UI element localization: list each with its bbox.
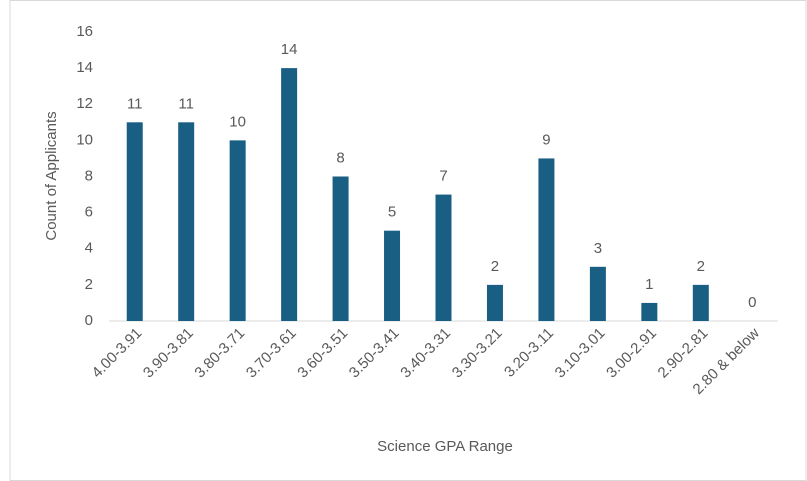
- bar: [178, 122, 195, 321]
- y-tick-label: 10: [76, 131, 93, 148]
- data-label: 7: [439, 168, 447, 185]
- bar: [589, 266, 606, 321]
- data-label: 9: [542, 131, 550, 148]
- y-axis-label: Count of Applicants: [43, 111, 60, 240]
- data-label: 8: [336, 149, 344, 166]
- data-label: 11: [127, 95, 143, 112]
- data-label: 5: [388, 204, 396, 221]
- x-axis-label: Science GPA Range: [377, 438, 513, 455]
- y-tick-label: 12: [76, 95, 93, 112]
- bar: [281, 68, 298, 321]
- data-label: 11: [178, 95, 194, 112]
- y-tick-label: 14: [76, 59, 93, 76]
- y-tick-label: 4: [85, 240, 93, 257]
- y-tick-label: 0: [85, 312, 93, 329]
- bar: [486, 284, 503, 321]
- y-tick-label: 16: [76, 23, 93, 40]
- bar: [641, 302, 658, 321]
- data-label: 10: [229, 113, 246, 130]
- bar: [692, 284, 709, 321]
- bar: [229, 140, 246, 321]
- bar: [384, 230, 401, 321]
- data-label: 0: [748, 294, 756, 311]
- data-label: 3: [594, 240, 602, 257]
- bar: [435, 194, 452, 321]
- bar: [538, 158, 555, 321]
- data-label: 1: [645, 276, 653, 293]
- bar: [126, 122, 143, 321]
- bar: [332, 176, 349, 321]
- data-label: 2: [697, 258, 705, 275]
- y-tick-label: 6: [85, 204, 93, 221]
- data-label: 2: [491, 258, 499, 275]
- data-label: 14: [281, 41, 298, 58]
- y-tick-label: 2: [85, 276, 93, 293]
- y-tick-label: 8: [85, 167, 93, 184]
